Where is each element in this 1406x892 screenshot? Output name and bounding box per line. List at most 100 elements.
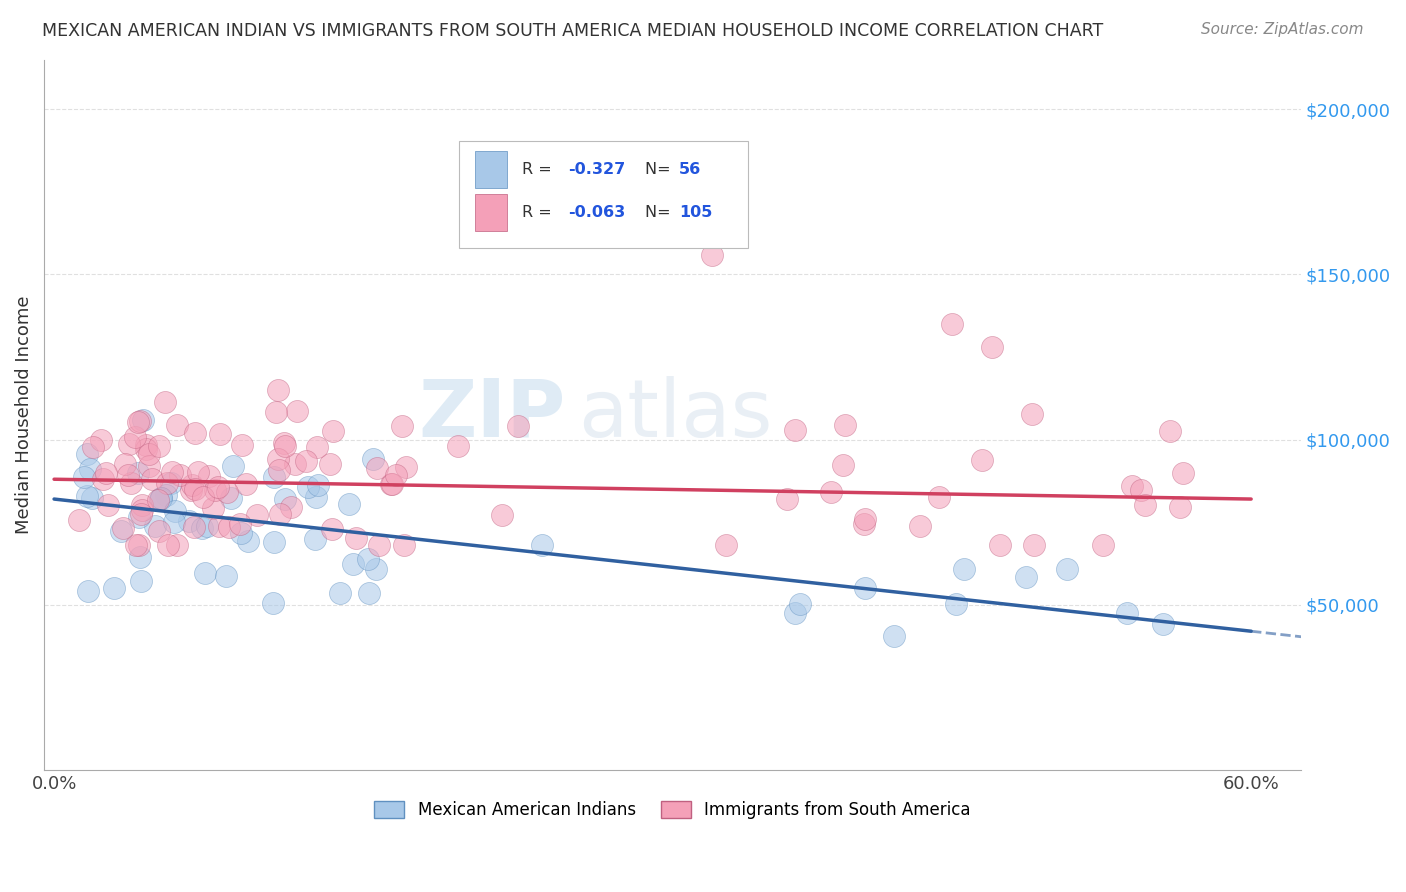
Point (702, 247, 724, 261)
Point (783, 606, 806, 620)
Point (602, 224, 624, 238)
Point (1015, 570, 1038, 584)
Point (1130, 483, 1153, 498)
Point (163, 515, 186, 529)
Point (114, 457, 136, 471)
Point (235, 476, 257, 491)
Point (1121, 479, 1143, 493)
Point (96, 466, 118, 480)
Point (111, 521, 134, 535)
Text: N=: N= (645, 205, 676, 219)
Point (231, 526, 253, 541)
Point (191, 521, 214, 535)
Point (267, 463, 290, 477)
Point (1133, 498, 1156, 512)
Point (295, 454, 318, 468)
Point (149, 491, 172, 506)
Point (953, 562, 976, 576)
Point (366, 461, 388, 475)
Point (82, 440, 104, 454)
Point (181, 478, 204, 492)
Point (141, 472, 163, 486)
Point (508, 418, 530, 433)
Point (79, 462, 101, 476)
Point (180, 483, 202, 498)
Point (183, 519, 205, 533)
Point (129, 507, 152, 521)
Point (217, 485, 239, 500)
Point (150, 491, 173, 505)
Point (82, 491, 104, 506)
Point (1116, 607, 1139, 621)
Point (1056, 562, 1078, 576)
Point (267, 383, 290, 397)
Point (392, 538, 415, 552)
Bar (475, 152, 506, 188)
Point (138, 458, 160, 473)
Point (852, 517, 875, 532)
Point (322, 424, 344, 438)
Point (385, 468, 408, 483)
Point (1173, 467, 1195, 481)
Point (166, 538, 188, 552)
Point (361, 452, 384, 467)
Point (366, 562, 388, 576)
Point (90, 433, 112, 447)
Point (305, 490, 328, 504)
Point (263, 596, 285, 610)
Point (1168, 500, 1191, 514)
Point (284, 457, 307, 471)
Point (263, 470, 285, 484)
Point (357, 552, 380, 566)
Text: N=: N= (645, 162, 676, 178)
Point (267, 451, 290, 466)
Point (166, 418, 188, 433)
Point (131, 503, 153, 517)
Text: R =: R = (522, 205, 557, 219)
Point (716, 538, 738, 552)
Point (853, 512, 876, 526)
Point (162, 465, 184, 479)
Point (72, 470, 94, 484)
Point (125, 538, 148, 552)
Point (218, 519, 240, 533)
Point (238, 534, 260, 549)
Point (128, 538, 150, 552)
Point (215, 569, 238, 583)
Point (97, 498, 120, 512)
Point (156, 476, 179, 491)
Point (531, 538, 554, 552)
Point (143, 518, 166, 533)
Point (208, 427, 231, 442)
Point (491, 508, 513, 523)
Point (135, 442, 157, 457)
Point (783, 423, 806, 437)
Point (169, 467, 191, 482)
Point (155, 488, 177, 502)
Point (138, 447, 160, 461)
Point (76, 489, 98, 503)
Bar (475, 194, 506, 231)
Point (207, 480, 229, 494)
Point (280, 500, 302, 514)
Point (970, 453, 993, 467)
Point (131, 498, 153, 512)
Point (77, 584, 100, 599)
Y-axis label: Median Household Income: Median Household Income (15, 295, 32, 534)
Text: -0.327: -0.327 (568, 162, 626, 178)
Point (776, 491, 799, 506)
Point (988, 538, 1011, 552)
Point (263, 535, 285, 549)
Point (132, 413, 155, 427)
Point (928, 490, 950, 504)
Point (980, 340, 1002, 354)
Point (1152, 616, 1174, 631)
Point (368, 538, 391, 552)
Point (269, 508, 291, 522)
Text: 56: 56 (679, 162, 702, 178)
Point (1022, 538, 1045, 552)
Point (201, 500, 224, 515)
Point (177, 514, 200, 528)
Point (344, 532, 367, 546)
Point (129, 415, 152, 429)
